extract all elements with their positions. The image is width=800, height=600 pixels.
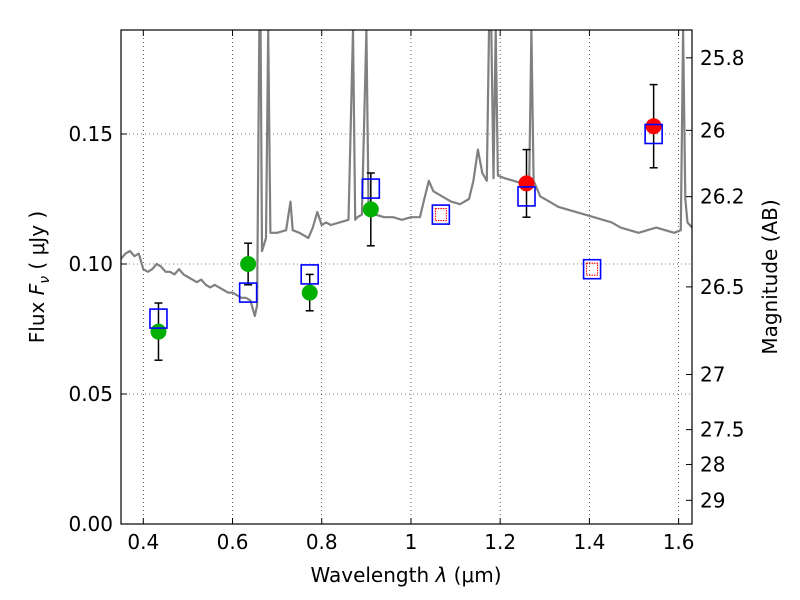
magnitude-tick-label: 29 <box>700 488 725 512</box>
axis-ticks: 0.4 0.6 0.8 1 1.2 1.4 1.6 0.00 0.05 0.10 0.15 25.8 2… <box>68 30 745 554</box>
data-point-circle <box>645 118 662 135</box>
magnitude-tick-label: 27 <box>700 363 725 387</box>
data-point-square <box>431 204 451 225</box>
data-point-square <box>300 264 319 285</box>
data-point-square <box>361 178 381 199</box>
data-point-square <box>582 258 602 280</box>
x-tick-label: 1 <box>405 530 418 554</box>
data-point-circle <box>362 201 379 218</box>
data-point-square <box>238 282 258 303</box>
x-axis-label: Wavelength λ (μm) <box>310 563 501 587</box>
x-tick-label: 0.8 <box>306 530 338 554</box>
data-markers <box>149 83 663 361</box>
model-spectrum-line <box>121 30 692 318</box>
data-point-square <box>149 308 168 329</box>
magnitude-tick-label: 25.8 <box>700 46 745 70</box>
data-point-square <box>517 186 536 207</box>
x-tick-label: 0.6 <box>217 530 249 554</box>
data-point-circle <box>240 256 257 272</box>
magnitude-tick-label: 28 <box>700 452 725 476</box>
data-point-square-inner <box>434 208 447 222</box>
model-spectrum <box>121 30 692 318</box>
y-axis-label-right: Magnitude (AB) <box>758 199 782 354</box>
x-tick-label: 1.4 <box>573 530 605 554</box>
x-tick-label: 0.4 <box>127 530 159 554</box>
magnitude-tick-label: 26.2 <box>700 185 745 209</box>
data-point-square <box>644 123 663 145</box>
x-tick-label: 1.6 <box>663 530 695 554</box>
y-tick-label: 0.00 <box>68 512 113 536</box>
y-axis-label-left: Flux Fν ( μJy ) <box>25 211 53 343</box>
data-point-circle <box>518 175 535 192</box>
data-point-square-inner <box>586 262 599 276</box>
x-tick-label: 1.2 <box>484 530 516 554</box>
magnitude-tick-label: 26.5 <box>700 275 745 299</box>
magnitude-tick-label: 26 <box>700 118 725 142</box>
y-tick-label: 0.05 <box>68 382 113 406</box>
grid-lines <box>121 30 692 524</box>
magnitude-tick-label: 27.5 <box>700 418 745 442</box>
data-point-circle <box>301 284 318 301</box>
plot-frame <box>120 29 693 525</box>
data-point-circle <box>150 323 167 340</box>
y-tick-label: 0.15 <box>68 122 113 146</box>
y-tick-label: 0.10 <box>68 252 113 276</box>
